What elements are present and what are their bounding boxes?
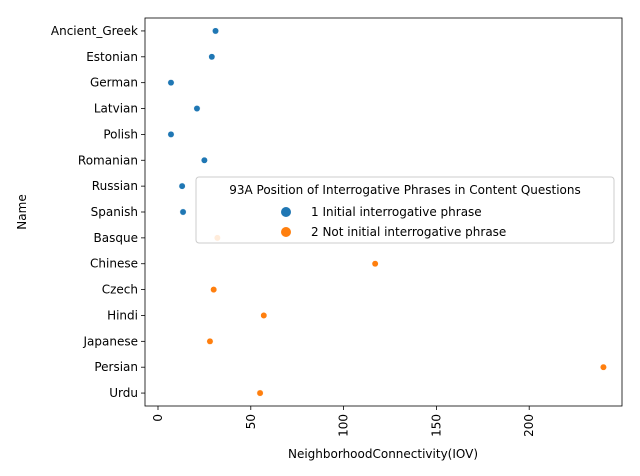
y-tick-label: Japanese bbox=[83, 334, 139, 348]
y-tick-label: Chinese bbox=[90, 257, 138, 271]
y-tick-label: Urdu bbox=[109, 386, 138, 400]
y-tick-label: Spanish bbox=[91, 205, 138, 219]
legend-label-not-initial: 2 Not initial interrogative phrase bbox=[311, 225, 506, 239]
y-tick-label: German bbox=[90, 76, 138, 90]
data-point-initial bbox=[208, 53, 216, 61]
legend-label-initial: 1 Initial interrogative phrase bbox=[311, 205, 482, 219]
legend-marker-initial bbox=[281, 207, 291, 217]
y-tick-label: Czech bbox=[102, 283, 138, 297]
y-tick-label: Ancient_Greek bbox=[51, 24, 138, 38]
legend-title: 93A Position of Interrogative Phrases in… bbox=[229, 183, 581, 197]
legend-marker-not-initial bbox=[281, 227, 291, 237]
data-point-not-initial bbox=[599, 363, 607, 371]
data-point-initial bbox=[212, 27, 219, 35]
y-axis-ticks: Ancient_Greek Estonian German Latvian Polish… bbox=[51, 24, 145, 400]
y-tick-label: Estonian bbox=[86, 50, 138, 64]
y-tick-label: Hindi bbox=[107, 308, 138, 322]
x-axis-ticks: 0 50 100 150 200 bbox=[151, 406, 536, 437]
x-tick-label: 200 bbox=[522, 414, 536, 437]
y-tick-label: Persian bbox=[94, 360, 138, 374]
data-point-not-initial bbox=[206, 337, 214, 345]
data-point-initial bbox=[167, 130, 175, 138]
y-tick-label: Basque bbox=[94, 231, 138, 245]
data-point-not-initial bbox=[371, 260, 379, 268]
legend-frame bbox=[195, 176, 615, 244]
x-tick-label: 100 bbox=[337, 414, 351, 437]
data-point-initial bbox=[167, 79, 175, 87]
data-point-initial bbox=[178, 182, 186, 190]
y-tick-label: Russian bbox=[92, 179, 138, 193]
y-axis-label: Name bbox=[15, 194, 29, 229]
y-tick-label: Polish bbox=[103, 127, 138, 141]
x-tick-label: 150 bbox=[429, 414, 443, 437]
data-point-initial bbox=[200, 156, 208, 164]
y-tick-label: Latvian bbox=[94, 102, 138, 116]
x-tick-label: 50 bbox=[244, 414, 258, 429]
legend: 93A Position of Interrogative Phrases in… bbox=[195, 176, 615, 244]
x-axis-label: NeighborhoodConnectivity(IOV) bbox=[288, 447, 478, 461]
y-tick-label: Romanian bbox=[78, 153, 138, 167]
data-point-initial bbox=[193, 105, 201, 112]
x-tick-label: 0 bbox=[151, 414, 165, 422]
data-point-not-initial bbox=[260, 312, 268, 319]
data-point-not-initial bbox=[210, 286, 218, 294]
data-point-not-initial bbox=[256, 389, 264, 397]
data-point-initial bbox=[179, 208, 187, 216]
